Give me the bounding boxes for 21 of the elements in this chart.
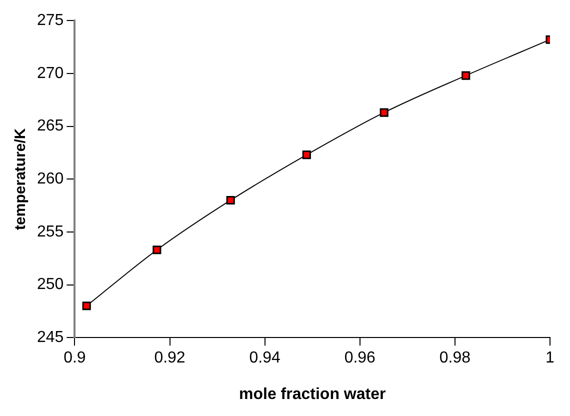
y-tick-label: 260 — [36, 170, 64, 188]
x-tick-label: 0.98 — [439, 350, 471, 367]
y-tick-label: 265 — [36, 118, 64, 135]
point — [82, 302, 91, 310]
y-tick-label: 250 — [36, 276, 64, 294]
point — [462, 71, 470, 80]
y-axis-title: temperature/K — [12, 128, 30, 230]
point — [152, 246, 162, 254]
y-tick-label: 275 — [36, 12, 64, 30]
x-tick-label: 0.96 — [344, 350, 376, 367]
y-tick-label: 245 — [36, 329, 64, 346]
x-tick-label: 1 — [546, 350, 555, 367]
x-tick-label: 0.92 — [154, 350, 186, 367]
x-tick-label: 0.9 — [64, 350, 86, 367]
point — [226, 196, 235, 205]
point — [302, 150, 311, 160]
x-tick-label: 0.94 — [249, 350, 280, 367]
point — [380, 108, 388, 117]
y-tick-label: 270 — [36, 64, 64, 82]
x-axis-title: mole fraction water — [238, 386, 386, 403]
y-tick-label: 255 — [36, 223, 64, 240]
